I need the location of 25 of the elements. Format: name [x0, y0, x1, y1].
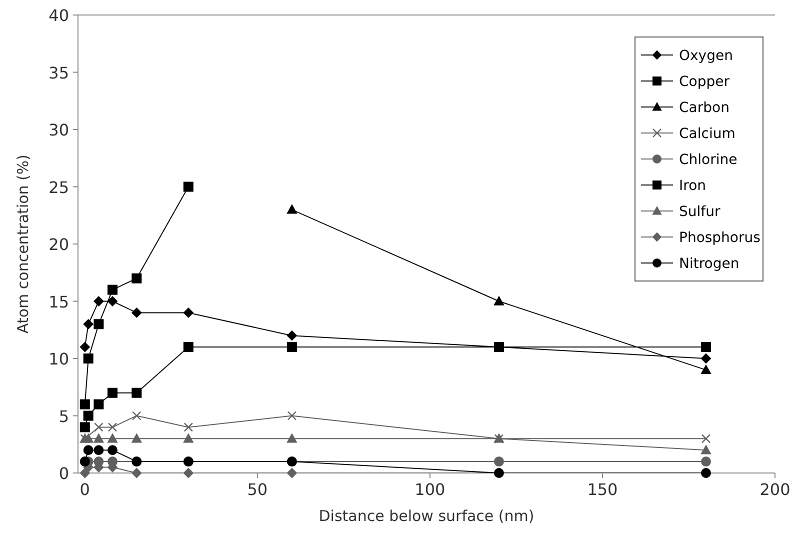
y-tick-label: 40: [48, 6, 69, 25]
legend-label: Calcium: [679, 126, 736, 142]
y-tick-label: 0: [58, 464, 69, 483]
x-tick-label: 0: [80, 480, 90, 499]
x-tick-label: 150: [587, 480, 618, 499]
y-tick-label: 35: [48, 63, 69, 82]
y-tick-label: 10: [48, 350, 69, 368]
x-tick-label: 50: [247, 480, 268, 499]
x-tick-label: 100: [414, 480, 446, 499]
y-tick-label: 30: [48, 120, 69, 140]
legend-label: Sulfur: [679, 204, 720, 220]
x-tick-label: 200: [760, 480, 790, 499]
y-tick-label: 15: [48, 292, 69, 312]
legend-label: Chlorine: [679, 152, 738, 168]
legend-label: Nitrogen: [679, 256, 740, 272]
x-axis-title: Distance below surface (nm): [318, 507, 534, 525]
legend-label: Copper: [679, 74, 730, 90]
legend-label: Phosphorus: [679, 230, 760, 246]
y-tick-label: 25: [48, 178, 69, 197]
y-tick-label: 5: [58, 406, 69, 426]
legend-label: Carbon: [679, 100, 730, 116]
legend-label: Oxygen: [679, 48, 733, 64]
y-axis-title: Atom concentration (%): [14, 154, 32, 334]
y-tick-label: 20: [48, 235, 69, 254]
legend-label: Iron: [679, 178, 706, 194]
